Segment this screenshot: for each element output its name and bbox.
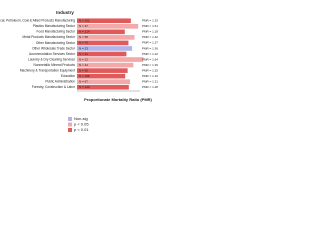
value-label: PMR = 1.18: [142, 30, 158, 34]
value-label: PMR = 1.27: [142, 41, 158, 45]
n-label: N = 37: [79, 24, 88, 28]
y-tick-label: Food Manufacturing Sector: [37, 30, 76, 34]
legend-label: Non-sig: [74, 116, 88, 121]
bar: [77, 73, 126, 79]
value-label: PMR = 1.33: [142, 19, 158, 23]
n-label: N = 67: [79, 79, 88, 83]
value-label: PMR = 1.36: [142, 46, 158, 50]
y-tick-label: Education: [61, 74, 75, 78]
value-label: PMR = 1.22: [142, 52, 158, 56]
legend-swatch: [68, 128, 72, 132]
bar: [77, 84, 129, 90]
n-label: N = 214: [79, 30, 90, 34]
value-label: PMR = 1.31: [142, 79, 158, 83]
bar: [77, 79, 131, 85]
y-tick-label: Chemical, Petroleum, Coal & Allied Produ…: [0, 19, 75, 23]
legend-label: p < 0.05: [74, 122, 89, 127]
x-axis-label: Proportionate Mortality Ratio (PMR): [84, 97, 152, 102]
y-tick-label: Plastics Manufacturing Sector: [33, 24, 76, 28]
y-tick-label: Forestry, Construction & Labor: [32, 85, 76, 89]
y-tick-label: Other Wholesale Trade Sector: [32, 46, 76, 50]
n-label: N = 188: [79, 74, 90, 78]
value-label: PMR = 1.19: [142, 74, 158, 78]
bar: [77, 23, 139, 29]
bar: [77, 57, 144, 62]
n-label: N = 12: [79, 57, 88, 61]
n-label: N = 23: [79, 46, 88, 50]
value-label: PMR = 1.51: [142, 24, 158, 28]
legend-swatch: [68, 117, 72, 121]
y-tick-label: Other Manufacturing Sector: [36, 41, 76, 45]
y-tick-label: Public Administration: [45, 80, 75, 84]
n-label: N = 140: [79, 85, 90, 89]
bar: [77, 51, 127, 57]
n-label: N = 31: [79, 52, 88, 56]
value-label: PMR = 1.39: [142, 63, 158, 67]
bar: [77, 46, 133, 51]
bar: [77, 35, 135, 40]
value-label: PMR = 1.42: [142, 35, 158, 39]
value-label: PMR = 1.28: [142, 85, 158, 89]
chart-title: Industry: [56, 10, 74, 15]
bar: [77, 18, 131, 24]
legend-swatch: [68, 122, 72, 127]
legend-label: p < 0.01: [74, 127, 89, 132]
bar: [77, 68, 128, 73]
value-label: PMR = 1.64: [142, 57, 158, 61]
y-tick-label: Accommodation Services Sector: [29, 52, 76, 56]
y-tick-label: Metal Products Manufacturing Sector: [23, 35, 76, 39]
n-label: N = 95: [79, 68, 88, 72]
bar: [77, 62, 134, 68]
bar: [77, 29, 125, 35]
y-tick-label: Laundry & Dry Cleaning Services: [28, 57, 75, 61]
n-label: N = 76: [79, 41, 88, 45]
y-tick-label: Machinery & Transportation Equipment: [20, 68, 75, 72]
bar: [77, 40, 129, 46]
n-label: N = 44: [79, 63, 88, 67]
value-label: PMR = 1.25: [142, 68, 158, 72]
n-label: N = 102: [79, 19, 90, 23]
chart: Industry Proportionate Mortality Ratio (…: [0, 10, 158, 132]
y-tick-label: Nonmetallic Mineral Products: [34, 63, 76, 67]
n-label: N = 58: [79, 35, 88, 39]
